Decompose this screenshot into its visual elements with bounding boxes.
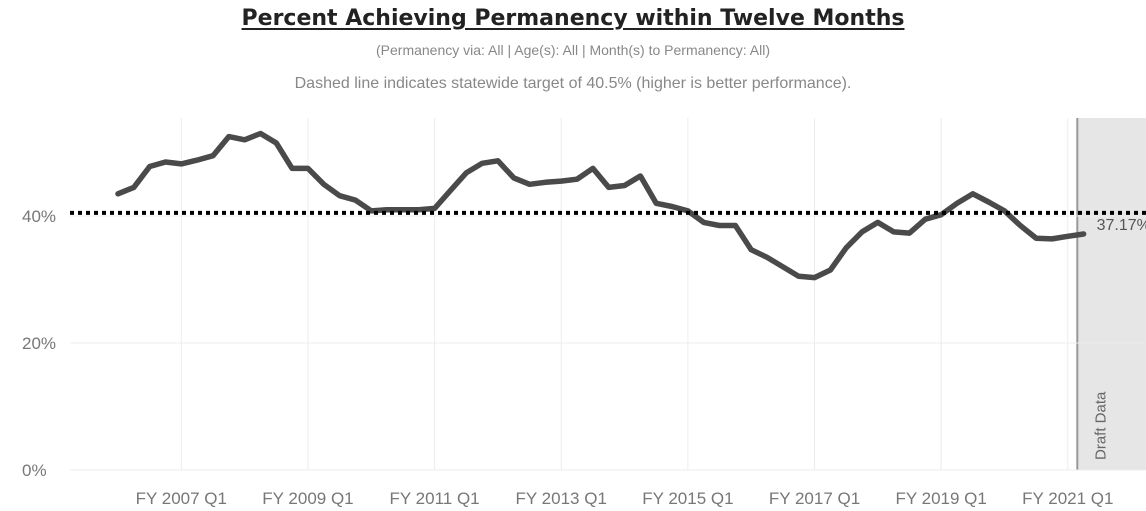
x-tick-label: FY 2013 Q1 bbox=[516, 489, 607, 508]
series-line bbox=[115, 130, 1087, 281]
draft-shading bbox=[1077, 118, 1146, 470]
chart-subtitle: (Permanency via: All | Age(s): All | Mon… bbox=[376, 42, 770, 58]
draft-region: Draft Data bbox=[1076, 118, 1146, 470]
x-tick-label: FY 2021 Q1 bbox=[1022, 489, 1113, 508]
chart-title: Percent Achieving Permanency within Twel… bbox=[241, 6, 905, 31]
x-tick-label: FY 2015 Q1 bbox=[642, 489, 733, 508]
x-tick-label: FY 2011 Q1 bbox=[390, 489, 480, 508]
series-layer bbox=[115, 130, 1087, 281]
target-note: Dashed line indicates statewide target o… bbox=[294, 75, 852, 92]
label-layer: 37.17% bbox=[1097, 217, 1146, 234]
x-tick-label: FY 2007 Q1 bbox=[136, 489, 227, 508]
gridlines bbox=[70, 118, 1146, 471]
x-tick-label: FY 2009 Q1 bbox=[262, 489, 353, 508]
x-axis-ticks: FY 2007 Q1 FY 2009 Q1 FY 2011 Q1 FY 2013 Q1… bbox=[136, 489, 1114, 508]
y-tick-label: 40% bbox=[22, 207, 56, 226]
y-axis-ticks: 0% 20% 40% bbox=[22, 207, 56, 480]
draft-data-label: Draft Data bbox=[1092, 391, 1109, 460]
x-tick-label: FY 2017 Q1 bbox=[769, 489, 860, 508]
y-tick-label: 0% bbox=[22, 461, 47, 480]
x-tick-label: FY 2019 Q1 bbox=[895, 489, 986, 508]
y-tick-label: 20% bbox=[22, 334, 56, 353]
end-value-label: 37.17% bbox=[1097, 217, 1146, 234]
